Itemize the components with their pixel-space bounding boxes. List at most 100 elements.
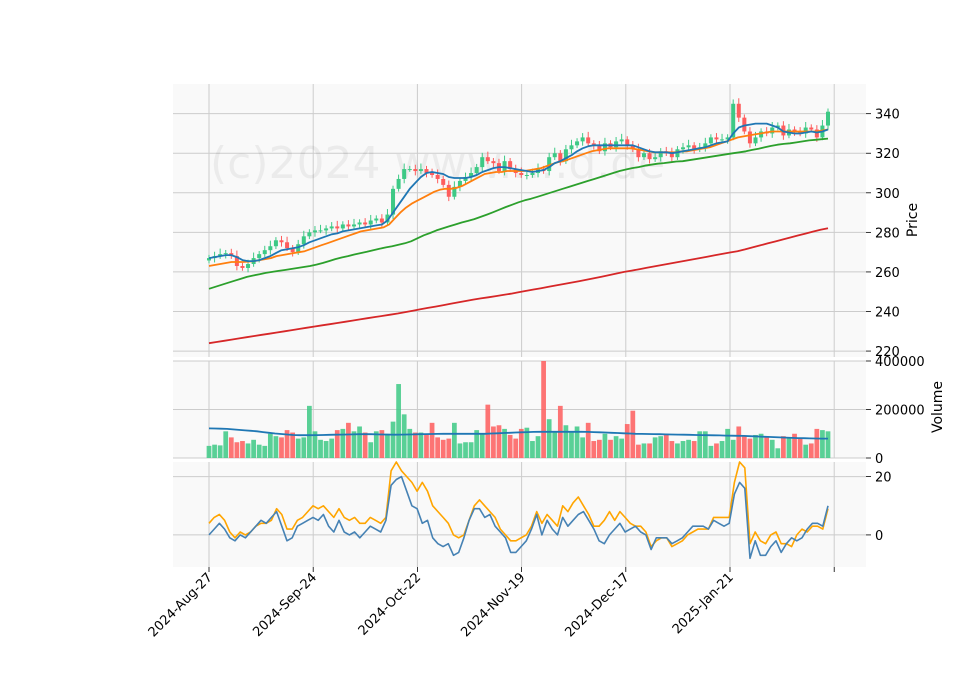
volume-bar — [541, 361, 546, 458]
volume-bar — [368, 442, 374, 458]
volume-bar — [820, 430, 825, 458]
price-y-tick-label: 220 — [875, 345, 900, 360]
candle-body — [614, 141, 619, 148]
candle-body — [747, 131, 752, 144]
oscillator-fast-line — [208, 475, 829, 560]
volume-bar — [485, 404, 491, 458]
volume-bar — [468, 442, 474, 458]
candle-body — [569, 145, 574, 150]
volume-y-tick-label: 400000 — [875, 355, 925, 370]
volume-bar — [435, 437, 441, 458]
candle-body — [563, 149, 568, 162]
candle-body — [558, 153, 563, 162]
candle-body — [798, 131, 803, 134]
volume-bar — [797, 438, 803, 458]
volume-bar — [786, 437, 792, 458]
candle-body — [742, 117, 747, 132]
candle-body — [759, 131, 764, 138]
volume-bar — [284, 430, 290, 458]
volume-bar — [596, 439, 602, 458]
volume-bar — [775, 448, 781, 458]
volume-bar — [351, 431, 357, 458]
candle-body — [246, 264, 251, 268]
candle-body — [681, 147, 686, 150]
volume-bar — [641, 443, 647, 458]
volume-bar — [312, 431, 318, 458]
volume-bar — [535, 436, 541, 458]
candle-body — [736, 103, 741, 118]
candle-body — [385, 214, 390, 223]
volume-bar — [736, 426, 742, 458]
candle-body — [340, 224, 345, 229]
candle-body — [580, 137, 585, 142]
candle-body — [396, 178, 401, 189]
volume-bar — [223, 431, 229, 458]
candle-body — [329, 226, 334, 229]
x-tick-label: 2024-Nov-19 — [458, 570, 528, 640]
volume-bar — [524, 427, 530, 458]
candle-body — [363, 222, 368, 225]
volume-bar — [496, 425, 502, 458]
volume-bar — [262, 445, 268, 458]
price-panel-bg — [173, 84, 866, 357]
candle-body — [669, 153, 674, 158]
volume-bar — [552, 432, 558, 458]
volume-bar — [329, 438, 335, 458]
candle-body — [318, 230, 323, 232]
candle-body — [714, 137, 719, 140]
candle-body — [268, 246, 273, 251]
candle-body — [307, 232, 312, 237]
candle-body — [357, 222, 362, 225]
volume-bar — [624, 424, 630, 458]
volume-bar — [479, 433, 485, 458]
candle-body — [407, 169, 412, 171]
candle-body — [379, 218, 384, 223]
volume-bar — [206, 445, 212, 458]
candle-body — [708, 137, 713, 144]
candle-body — [273, 240, 278, 247]
volume-bar — [792, 433, 797, 458]
volume-bar — [769, 439, 775, 458]
volume-bar — [719, 441, 725, 458]
candle-body — [524, 175, 529, 176]
candle-body — [686, 145, 691, 148]
candle-body — [262, 250, 267, 255]
oscillator-lines — [208, 461, 829, 560]
volume-bar — [390, 421, 396, 458]
volume-ma-line — [208, 427, 828, 440]
candle-body — [586, 137, 591, 144]
volume-bar — [530, 441, 535, 458]
volume-bar — [652, 437, 658, 458]
volume-bar — [379, 430, 385, 458]
candle-body — [223, 253, 228, 255]
volume-bar — [502, 428, 507, 458]
volume-bar — [474, 430, 480, 458]
candle-body — [658, 151, 663, 158]
volume-bar — [803, 444, 809, 458]
candle-body — [591, 143, 596, 146]
volume-bar — [546, 419, 552, 458]
volume-bar — [240, 441, 245, 458]
volume-bar — [279, 437, 284, 458]
x-tick-label: 2024-Aug-27 — [146, 570, 216, 640]
ma-short-line — [208, 122, 829, 263]
volume-bar — [814, 428, 820, 458]
volume-bar — [373, 431, 379, 458]
volume-bar — [702, 431, 708, 458]
candle-body — [469, 173, 474, 177]
volume-bar — [251, 439, 256, 458]
candle-body — [725, 137, 730, 140]
candle-body — [597, 145, 602, 152]
candle-body — [502, 161, 507, 172]
volume-bar — [301, 437, 307, 458]
volume-bar — [256, 444, 262, 458]
candle-body — [547, 157, 552, 172]
volume-bar — [401, 414, 407, 458]
candle-body — [703, 143, 708, 148]
candle-body — [312, 230, 317, 233]
volume-bar — [680, 441, 686, 458]
candle-body — [206, 258, 212, 261]
volume-bar — [463, 442, 468, 458]
candle-body — [374, 218, 379, 221]
volume-bar — [357, 426, 362, 458]
